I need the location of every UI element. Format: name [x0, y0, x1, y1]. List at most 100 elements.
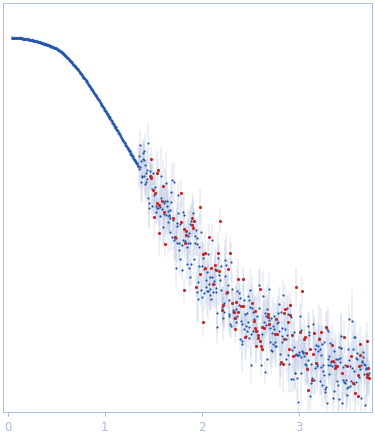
- Point: [207, 286, 213, 293]
- Point: [199, 262, 205, 269]
- Point: [67, 57, 73, 64]
- Point: [326, 362, 332, 369]
- Point: [296, 352, 302, 359]
- Point: [19, 35, 25, 42]
- Point: [316, 377, 322, 384]
- Point: [177, 256, 183, 263]
- Point: [285, 311, 291, 318]
- Point: [10, 34, 16, 41]
- Point: [325, 356, 331, 363]
- Point: [52, 45, 58, 52]
- Point: [285, 319, 291, 326]
- Point: [84, 79, 90, 86]
- Point: [273, 315, 279, 322]
- Point: [365, 371, 371, 378]
- Point: [212, 262, 218, 269]
- Point: [46, 42, 53, 49]
- Point: [182, 237, 188, 244]
- Point: [340, 364, 346, 371]
- Point: [213, 284, 219, 291]
- Point: [189, 215, 195, 222]
- Point: [242, 296, 248, 303]
- Point: [135, 162, 141, 169]
- Point: [194, 241, 200, 248]
- Point: [30, 37, 36, 44]
- Point: [108, 117, 114, 124]
- Point: [157, 212, 163, 219]
- Point: [211, 265, 217, 272]
- Point: [292, 370, 298, 377]
- Point: [330, 357, 336, 364]
- Point: [202, 250, 208, 257]
- Point: [232, 299, 238, 306]
- Point: [204, 288, 210, 295]
- Point: [284, 305, 290, 312]
- Point: [243, 333, 249, 340]
- Point: [29, 37, 35, 44]
- Point: [266, 285, 272, 292]
- Point: [32, 37, 38, 44]
- Point: [95, 95, 101, 102]
- Point: [60, 49, 66, 56]
- Point: [336, 395, 342, 402]
- Point: [39, 39, 45, 46]
- Point: [320, 368, 326, 375]
- Point: [106, 112, 112, 119]
- Point: [71, 62, 77, 69]
- Point: [56, 46, 62, 53]
- Point: [88, 86, 94, 93]
- Point: [40, 40, 46, 47]
- Point: [291, 343, 297, 350]
- Point: [148, 175, 154, 182]
- Point: [81, 74, 87, 81]
- Point: [221, 300, 227, 307]
- Point: [343, 377, 349, 384]
- Point: [125, 146, 131, 153]
- Point: [196, 262, 202, 269]
- Point: [45, 41, 51, 48]
- Point: [274, 320, 280, 327]
- Point: [113, 125, 119, 132]
- Point: [12, 34, 18, 41]
- Point: [69, 59, 75, 66]
- Point: [15, 35, 21, 42]
- Point: [101, 104, 107, 111]
- Point: [295, 399, 301, 406]
- Point: [187, 220, 193, 227]
- Point: [24, 36, 30, 43]
- Point: [221, 309, 227, 316]
- Point: [11, 34, 17, 41]
- Point: [9, 34, 15, 41]
- Point: [129, 152, 135, 159]
- Point: [148, 172, 154, 179]
- Point: [224, 289, 230, 296]
- Point: [39, 39, 45, 46]
- Point: [116, 130, 122, 137]
- Point: [160, 223, 166, 230]
- Point: [222, 272, 228, 279]
- Point: [169, 177, 175, 184]
- Point: [321, 372, 327, 379]
- Point: [164, 202, 170, 209]
- Point: [197, 203, 203, 210]
- Point: [27, 36, 33, 43]
- Point: [334, 362, 340, 369]
- Point: [24, 36, 30, 43]
- Point: [66, 56, 72, 63]
- Point: [34, 38, 40, 45]
- Point: [49, 43, 55, 50]
- Point: [273, 331, 279, 338]
- Point: [128, 150, 134, 157]
- Point: [147, 167, 153, 174]
- Point: [184, 243, 190, 250]
- Point: [114, 126, 120, 133]
- Point: [16, 35, 22, 42]
- Point: [30, 37, 36, 44]
- Point: [269, 347, 275, 354]
- Point: [343, 411, 349, 418]
- Point: [292, 352, 298, 359]
- Point: [290, 353, 296, 360]
- Point: [256, 305, 262, 312]
- Point: [89, 86, 95, 93]
- Point: [180, 208, 186, 215]
